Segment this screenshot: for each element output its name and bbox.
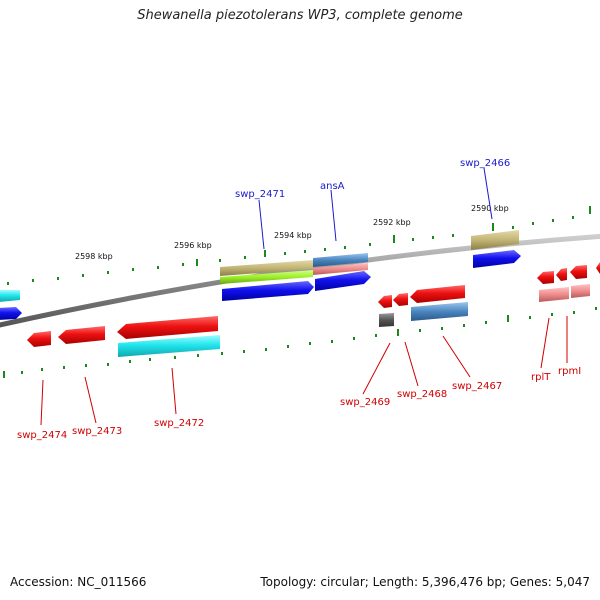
feature-rpmI-pink[interactable] — [571, 284, 590, 298]
gene-label-swp-2472[interactable]: swp_2472 — [154, 418, 204, 429]
scale-label-2592: 2592 kbp — [373, 218, 411, 227]
feature-rplT-red[interactable] — [537, 271, 554, 284]
gene-label-rplT[interactable]: rplT — [531, 372, 551, 383]
feature-swp-2471-lime[interactable] — [220, 270, 313, 284]
feature-swp-2474[interactable] — [27, 331, 51, 347]
genome-summary-text: Topology: circular; Length: 5,396,476 bp… — [260, 575, 590, 589]
feature-rpmI-red[interactable] — [556, 268, 567, 281]
feature-ansA-steel[interactable] — [313, 253, 368, 267]
map-title: Shewanella piezotolerans WP3, complete g… — [137, 8, 463, 23]
gene-label-ansA[interactable]: ansA — [320, 181, 345, 192]
feature-swp-2469-gray[interactable] — [379, 313, 394, 327]
gene-label-swp-2468[interactable]: swp_2468 — [397, 389, 447, 400]
red-leader-lines — [40, 316, 568, 426]
gene-label-swp-2466[interactable]: swp_2466 — [460, 158, 510, 169]
feature-ansA-pink[interactable] — [313, 263, 368, 275]
genome-backbone — [0, 233, 600, 328]
lower-tick-row — [3, 307, 597, 378]
feature-swp-2466-olive[interactable] — [471, 230, 519, 250]
gene-label-swp-2467[interactable]: swp_2467 — [452, 381, 502, 392]
feature-swp-2466-blue[interactable] — [473, 250, 521, 268]
gene-label-swp-2474[interactable]: swp_2474 — [17, 430, 67, 441]
feature-swp-2471-blue[interactable] — [222, 281, 314, 301]
feature-swp-2471-olive[interactable] — [220, 260, 313, 276]
gene-label-swp-2473[interactable]: swp_2473 — [72, 426, 122, 437]
feature-ansA-blue[interactable] — [315, 271, 371, 291]
feature-red-right[interactable] — [570, 265, 587, 279]
gene-label-swp-2471[interactable]: swp_2471 — [235, 189, 285, 200]
feature-swp-2472-red[interactable] — [117, 316, 218, 339]
feature-blue-left[interactable] — [0, 307, 22, 320]
accession-text: Accession: NC_011566 — [10, 575, 147, 589]
scale-label-2596: 2596 kbp — [174, 241, 212, 250]
gene-label-rpmI[interactable]: rpmI — [558, 366, 581, 377]
scale-label-2598: 2598 kbp — [75, 252, 113, 261]
scale-label-2594: 2594 kbp — [274, 231, 312, 240]
feature-swp-2472-cyan[interactable] — [118, 335, 220, 357]
gene-label-swp-2469[interactable]: swp_2469 — [340, 397, 390, 408]
upper-tick-row — [7, 206, 591, 285]
feature-swp-2468[interactable] — [393, 293, 408, 306]
feature-swp-2467-red[interactable] — [410, 285, 465, 303]
feature-cyan-left[interactable] — [0, 290, 20, 302]
feature-swp-2469-red[interactable] — [378, 295, 392, 308]
feature-swp-2473[interactable] — [58, 326, 105, 344]
blue-leader-lines — [258, 167, 493, 250]
feature-red-edge[interactable] — [596, 262, 600, 274]
feature-rplT-pink[interactable] — [539, 287, 569, 302]
feature-swp-2467-steel[interactable] — [411, 302, 468, 321]
